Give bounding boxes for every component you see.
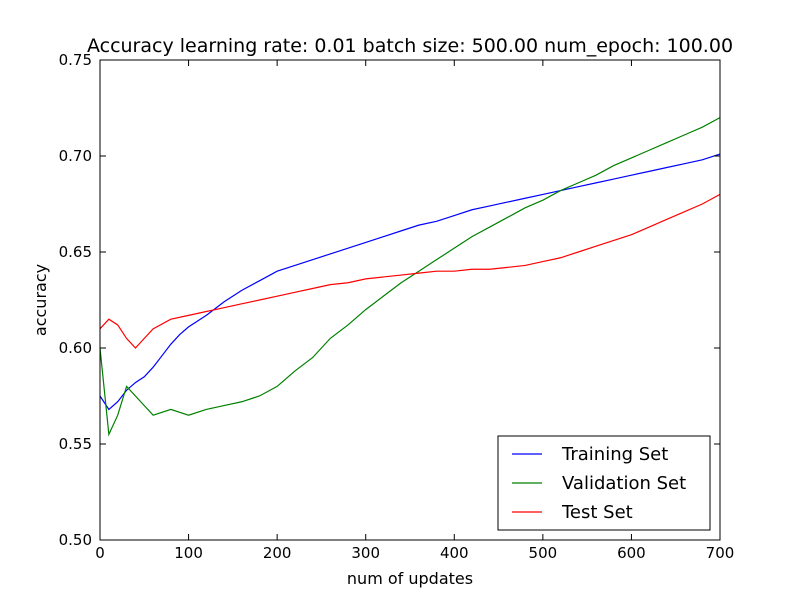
y-tick-label: 0.50: [59, 531, 92, 549]
legend-label: Validation Set: [562, 473, 686, 494]
series-line-training-set: [99, 153, 721, 411]
x-axis-label: num of updates: [347, 569, 473, 588]
series-line-test-set: [99, 193, 721, 349]
y-tick-label: 0.70: [59, 147, 92, 165]
axes-layer: [99, 59, 721, 541]
legend-label: Training Set: [561, 444, 668, 465]
x-tick-label: 600: [617, 544, 646, 562]
x-tick-label: 300: [351, 544, 380, 562]
chart-title: Accuracy learning rate: 0.01 batch size:…: [87, 35, 733, 57]
x-tick-label: 0: [95, 544, 105, 562]
y-axis-label: accuracy: [31, 264, 50, 336]
ticks-layer: 0 100 200 300 400 500 600 700 0.50 0.55 0.60 0.65 0.…: [59, 51, 735, 562]
y-tick-label: 0.75: [59, 51, 92, 69]
series-line-validation-set: [99, 117, 721, 437]
x-tick-label: 100: [174, 544, 203, 562]
series-layer: [99, 117, 721, 437]
x-tick-label: 200: [263, 544, 292, 562]
y-tick-label: 0.55: [59, 435, 92, 453]
plot-frame: [99, 59, 721, 541]
legend-label: Test Set: [561, 502, 633, 523]
x-tick-label: 700: [706, 544, 735, 562]
y-tick-label: 0.65: [59, 243, 92, 261]
x-tick-label: 500: [529, 544, 558, 562]
y-tick-label: 0.60: [59, 339, 92, 357]
legend: Training Set Validation Set Test Set: [497, 435, 711, 531]
x-tick-label: 400: [440, 544, 469, 562]
